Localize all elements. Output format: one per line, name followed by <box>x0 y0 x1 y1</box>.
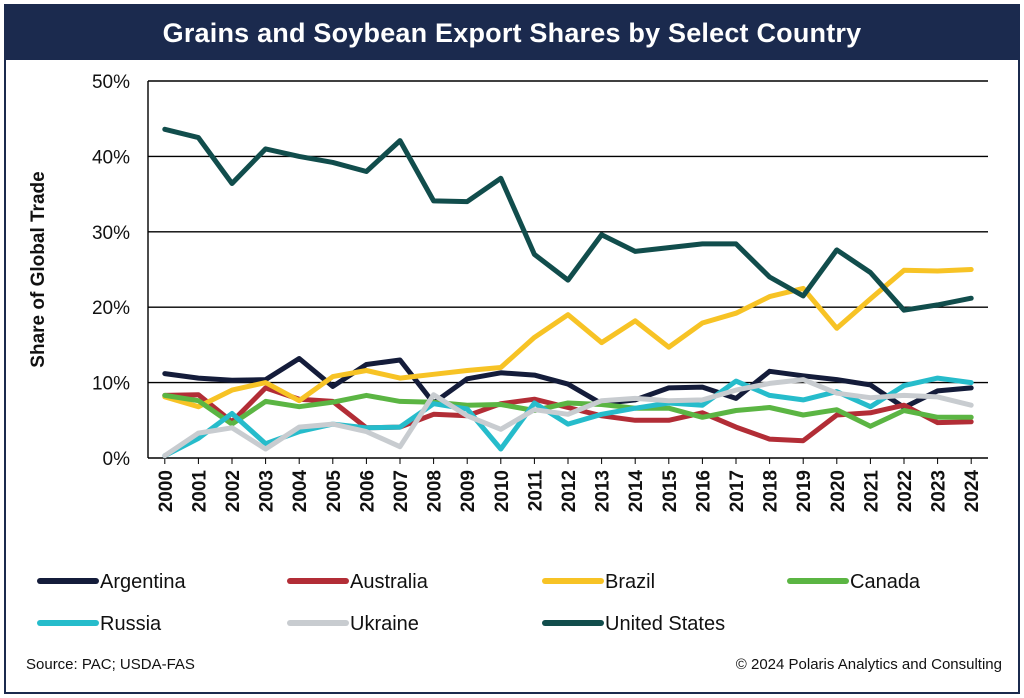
series-line-brazil <box>162 267 974 410</box>
series-line-united-states <box>162 126 974 313</box>
x-tick-label: 2020 <box>828 470 849 512</box>
series-line-canada <box>162 392 974 429</box>
y-tick-label: 30% <box>92 223 130 244</box>
series-line-ukraine <box>162 377 974 459</box>
x-tick-label: 2015 <box>660 470 681 513</box>
y-tick-label: 0% <box>103 449 131 470</box>
series-line-argentina <box>162 356 974 410</box>
x-tick-label: 2022 <box>895 470 916 512</box>
x-tick-label: 2004 <box>290 470 311 513</box>
x-tick-label: 2009 <box>458 470 479 512</box>
x-tick-label: 2017 <box>727 470 748 512</box>
legend-label: Argentina <box>100 571 186 593</box>
x-tick-label: 2023 <box>929 470 950 512</box>
x-tick-label: 2000 <box>156 470 177 512</box>
legend-label: Russia <box>100 613 162 635</box>
x-tick-label: 2011 <box>525 470 546 512</box>
source-note: Source: PAC; USDA-FAS <box>26 656 195 673</box>
x-tick-label: 2006 <box>357 470 378 512</box>
x-tick-label: 2012 <box>559 470 580 512</box>
x-tick-label: 2014 <box>626 470 647 513</box>
x-tick-label: 2005 <box>324 470 345 513</box>
copyright-note: © 2024 Polaris Analytics and Consulting <box>735 656 1002 673</box>
y-tick-label: 50% <box>92 72 130 93</box>
x-tick-label: 2019 <box>794 470 815 512</box>
y-tick-label: 10% <box>92 374 130 395</box>
legend-label: Australia <box>350 571 429 593</box>
x-tick-label: 2008 <box>425 470 446 512</box>
y-tick-label: 40% <box>92 147 130 168</box>
x-tick-label: 2021 <box>861 470 882 513</box>
legend-label: Brazil <box>605 571 655 593</box>
x-tick-label: 2013 <box>593 470 614 512</box>
x-tick-label: 2001 <box>189 470 210 513</box>
legend-label: Ukraine <box>350 613 419 635</box>
y-tick-label: 20% <box>92 298 130 319</box>
legend-label: Canada <box>850 571 921 593</box>
x-tick-label: 2018 <box>761 470 782 512</box>
x-tick-label: 2016 <box>693 470 714 512</box>
y-axis-label: Share of Global Trade <box>28 171 49 367</box>
x-tick-label: 2024 <box>962 470 983 513</box>
chart-frame: Grains and Soybean Export Shares by Sele… <box>4 4 1020 694</box>
x-tick-label: 2010 <box>492 470 513 512</box>
x-tick-label: 2007 <box>391 470 412 512</box>
x-tick-label: 2002 <box>223 470 244 512</box>
legend-label: United States <box>605 613 725 635</box>
x-tick-label: 2003 <box>257 470 278 512</box>
chart-title: Grains and Soybean Export Shares by Sele… <box>6 6 1018 60</box>
